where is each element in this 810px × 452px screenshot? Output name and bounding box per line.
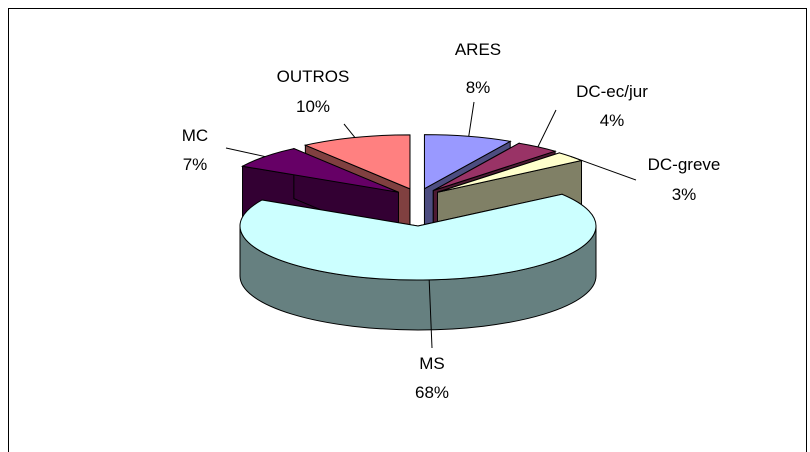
label-mc: MC 7% [182, 126, 208, 174]
slice-value-ares: 8% [466, 78, 491, 97]
slice-value-mc: 7% [183, 155, 208, 174]
slice-label-mc: MC [182, 126, 208, 145]
slice-value-dc-greve: 3% [672, 185, 697, 204]
slice-ms [239, 193, 597, 281]
slice-label-ares: ARES [455, 40, 501, 59]
leader-outros [343, 123, 356, 138]
label-ms: MS 68% [415, 354, 449, 402]
slice-mc [241, 148, 399, 193]
label-dc-greve: DC-greve 3% [648, 155, 721, 204]
leader-lines [225, 101, 637, 349]
leader-ms [428, 279, 433, 349]
slice-label-ms: MS [419, 354, 445, 373]
pie-tops [239, 134, 597, 281]
leader-dc-ec-jur [537, 109, 557, 148]
slice-ares [423, 134, 512, 190]
slice-value-outros: 10% [296, 97, 330, 116]
label-ares: ARES 8% [455, 40, 501, 97]
slice-value-dc-ec-jur: 4% [600, 111, 625, 130]
leader-dc-greve [570, 156, 637, 181]
slice-label-dc-greve: DC-greve [648, 155, 721, 174]
slice-value-ms: 68% [415, 383, 449, 402]
label-dc-ec-jur: DC-ec/jur 4% [576, 82, 648, 130]
slice-label-outros: OUTROS [277, 67, 350, 86]
leader-mc [225, 147, 266, 158]
label-outros: OUTROS 10% [277, 67, 350, 116]
slice-label-dc-ec-jur: DC-ec/jur [576, 82, 648, 101]
slice-outros [303, 134, 411, 190]
leader-ares [468, 101, 475, 137]
slice-dc-ec-jur [433, 142, 557, 192]
